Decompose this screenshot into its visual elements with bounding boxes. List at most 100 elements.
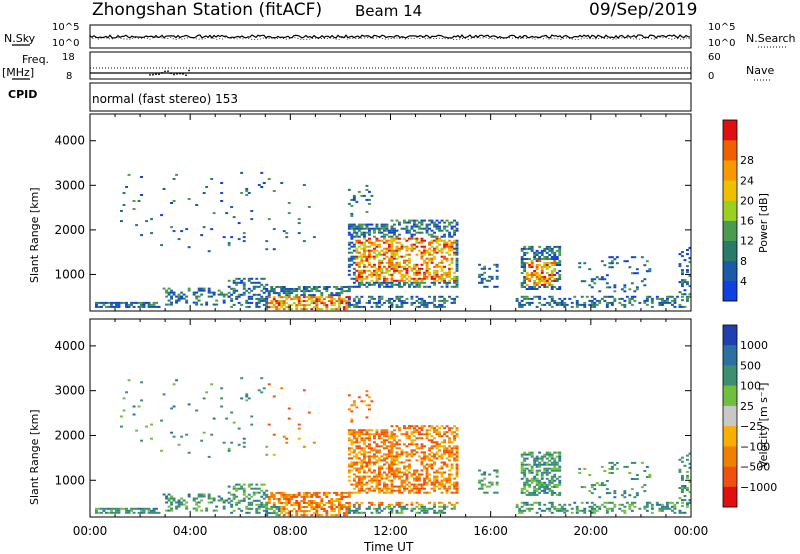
velocity-cell xyxy=(320,502,324,504)
power-cell xyxy=(415,237,419,240)
power-cell xyxy=(668,295,672,298)
velocity-cell xyxy=(388,475,391,478)
velocity-cell xyxy=(373,507,376,510)
power-cell xyxy=(350,255,354,258)
power-cell xyxy=(150,303,153,306)
power-cell xyxy=(440,267,444,270)
power-cell xyxy=(420,281,424,284)
power-cell xyxy=(398,299,401,302)
power-cell xyxy=(433,279,436,282)
velocity-cell xyxy=(430,427,434,430)
velocity-cell xyxy=(262,493,266,496)
power-cell xyxy=(535,274,539,276)
power-cell xyxy=(450,245,454,248)
power-cell xyxy=(357,265,361,268)
power-cell xyxy=(360,243,364,246)
power-cell xyxy=(325,296,329,299)
velocity-cell xyxy=(400,433,404,436)
velocity-cell xyxy=(515,505,519,508)
power-cell xyxy=(671,299,674,302)
velocity-cell xyxy=(375,459,379,462)
power-cell xyxy=(172,178,176,180)
velocity-cell xyxy=(355,507,359,510)
power-cell xyxy=(398,297,401,300)
velocity-cell xyxy=(605,480,609,482)
velocity-cell xyxy=(357,477,361,480)
velocity-cell xyxy=(535,463,539,466)
velocity-cell xyxy=(315,502,319,504)
velocity-cell xyxy=(140,509,143,512)
power-cell xyxy=(403,221,406,224)
power-cell xyxy=(370,227,374,230)
velocity-cell xyxy=(330,498,334,500)
velocity-cell xyxy=(347,493,351,496)
power-cell xyxy=(330,292,334,295)
power-cell xyxy=(363,223,366,226)
velocity-cell xyxy=(443,433,446,436)
power-cell xyxy=(140,194,143,196)
velocity-cell xyxy=(488,481,492,484)
velocity-cell xyxy=(433,445,436,448)
velocity-cell xyxy=(255,483,259,486)
velocity-cell xyxy=(686,474,689,477)
power-cell xyxy=(222,299,226,302)
power-cell xyxy=(297,296,301,299)
velocity-cell xyxy=(388,507,391,510)
power-cell xyxy=(618,297,622,300)
velocity-cell xyxy=(260,503,264,506)
velocity-cell xyxy=(543,463,547,466)
velocity-cell xyxy=(255,507,259,510)
velocity-cell xyxy=(545,485,549,488)
power-cell xyxy=(373,255,376,258)
velocity-cell xyxy=(550,501,554,504)
velocity-cell xyxy=(440,471,444,474)
velocity-cell xyxy=(350,483,354,486)
velocity-cell xyxy=(438,431,441,434)
freq-dip-dot xyxy=(179,72,181,75)
power-cell xyxy=(342,298,346,301)
power-cell xyxy=(428,243,431,246)
power-cell xyxy=(347,303,351,306)
power-cell xyxy=(375,225,379,228)
power-cell xyxy=(368,269,371,272)
velocity-cell xyxy=(555,509,559,512)
velocity-cell xyxy=(523,453,527,456)
velocity-cell xyxy=(398,461,401,464)
velocity-cell xyxy=(363,437,366,440)
power-cell xyxy=(620,297,624,300)
power-cell xyxy=(315,308,319,311)
power-cell xyxy=(287,304,291,307)
velocity-cell xyxy=(483,477,487,480)
power-cell xyxy=(217,293,221,296)
power-cell xyxy=(207,295,211,298)
velocity-cell xyxy=(385,453,389,456)
nave-label: Nave xyxy=(746,64,775,77)
power-cell xyxy=(430,281,434,284)
velocity-cell xyxy=(393,489,396,492)
velocity-cell xyxy=(145,507,148,510)
power-cell xyxy=(255,293,259,296)
power-cell xyxy=(340,302,344,305)
velocity-cell xyxy=(170,501,173,504)
power-cell xyxy=(240,293,244,296)
velocity-cell xyxy=(140,439,143,442)
power-cell xyxy=(335,308,339,311)
velocity-cell xyxy=(307,502,311,504)
velocity-cell xyxy=(688,499,692,502)
velocity-cell xyxy=(448,487,451,490)
power-cell xyxy=(403,265,406,268)
power-cell xyxy=(220,291,224,294)
velocity-cell xyxy=(390,483,394,486)
velocity-cell xyxy=(528,503,532,506)
power-cell xyxy=(428,285,431,288)
power-cell xyxy=(420,267,424,270)
power-cell xyxy=(550,247,554,250)
power-cell xyxy=(425,301,429,304)
power-cell xyxy=(385,271,389,274)
velocity-cell xyxy=(212,499,216,502)
velocity-cell xyxy=(558,503,562,506)
power-cell xyxy=(390,301,394,304)
velocity-cell xyxy=(142,509,146,512)
velocity-cell xyxy=(598,484,602,487)
velocity-cell xyxy=(448,481,451,484)
